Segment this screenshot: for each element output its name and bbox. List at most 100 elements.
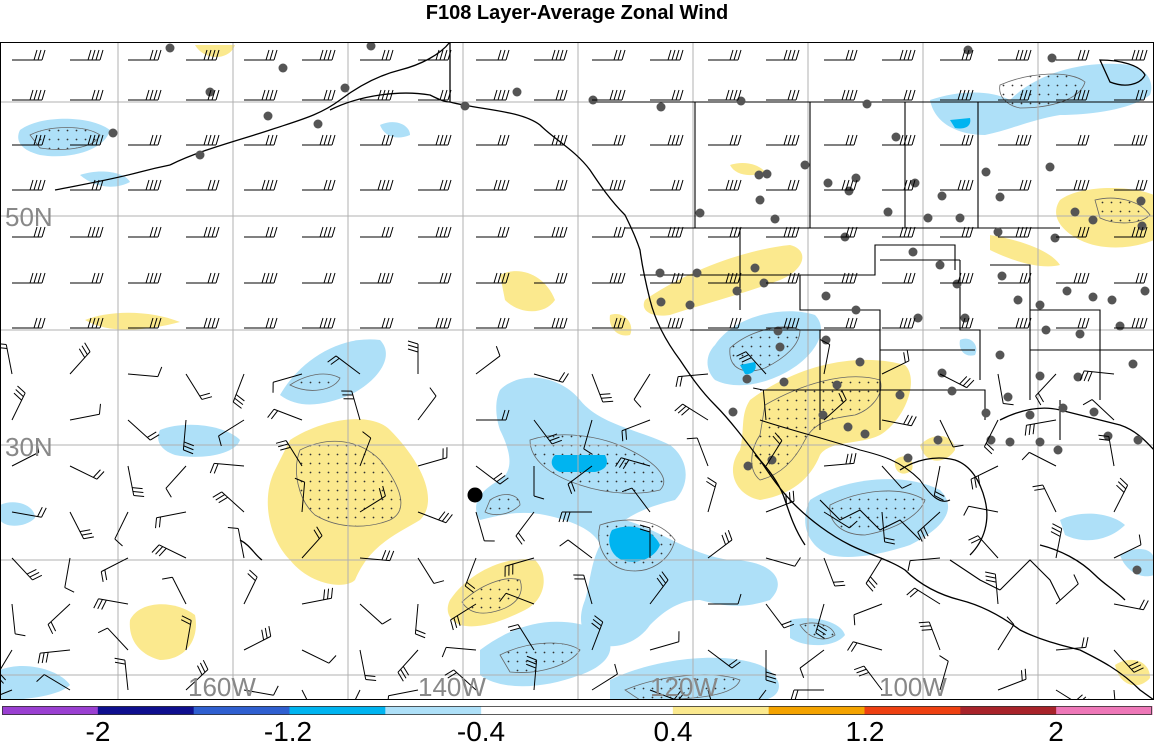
wind-barb	[1032, 484, 1057, 513]
wind-barb	[815, 603, 827, 639]
wind-barb	[906, 587, 941, 605]
wind-barb	[650, 49, 684, 61]
wind-barb	[37, 649, 71, 664]
wind-barb	[533, 372, 569, 383]
wind-barb	[998, 89, 1032, 101]
wind-barb	[1056, 49, 1090, 61]
wind-barb	[360, 49, 394, 61]
wind-barb	[907, 557, 941, 571]
wind-barb	[1079, 370, 1115, 382]
lon-label-120w: 120W	[650, 672, 718, 702]
colorbar-segment	[864, 706, 961, 715]
wind-barb	[418, 226, 452, 238]
wind-barb	[360, 179, 394, 191]
wind-barb	[1056, 89, 1090, 101]
lat-label-50n: 50N	[5, 202, 53, 232]
wind-barb	[418, 89, 452, 101]
wind-barb	[218, 419, 245, 447]
wind-barb	[209, 462, 245, 474]
wind-barb	[128, 89, 162, 101]
wind-barb	[558, 511, 592, 523]
wind-barb	[708, 179, 742, 191]
wind-barb	[939, 655, 949, 691]
wind-barb	[302, 49, 336, 61]
chart-title: F108 Layer-Average Zonal Wind	[425, 2, 729, 24]
wind-barb	[615, 457, 651, 469]
wind-barb	[11, 442, 40, 467]
colorbar-label-neg0-4: -0.4	[457, 716, 505, 743]
wind-barb	[359, 603, 392, 625]
wind-barb	[963, 505, 999, 516]
wind-barb	[69, 403, 101, 421]
wind-barb	[534, 49, 568, 61]
wind-barb	[674, 403, 709, 421]
lat-label-30n: 30N	[5, 432, 53, 462]
wind-barb	[244, 134, 278, 146]
wind-barb	[301, 689, 317, 700]
wind-barb	[1114, 317, 1148, 329]
wind-barb	[12, 272, 46, 284]
wind-barb	[1114, 226, 1148, 238]
wind-barb	[128, 317, 162, 329]
wind-barb	[533, 419, 563, 445]
wind-barb	[1035, 373, 1057, 406]
wind-barb	[736, 351, 767, 375]
wind-barb	[533, 466, 545, 500]
wind-barb	[475, 345, 501, 375]
wind-barb	[70, 317, 104, 329]
wind-barb	[534, 317, 568, 329]
wind-barb	[650, 272, 684, 284]
wind-barb	[387, 689, 419, 700]
wind-barb	[1113, 477, 1129, 513]
colorbar-frame	[2, 706, 1152, 715]
wind-barb	[1114, 134, 1148, 146]
wind-barb	[824, 317, 858, 329]
wind-barb	[853, 665, 883, 691]
wind-barb	[244, 179, 278, 191]
wind-barb	[70, 272, 104, 284]
colorbar-segment	[97, 706, 195, 715]
wind-barb	[359, 485, 386, 513]
wind-barb	[706, 477, 717, 513]
wind-barb	[823, 557, 846, 587]
wind-barb	[70, 226, 104, 238]
wind-barb	[1114, 49, 1148, 61]
wind-barb	[650, 89, 684, 101]
wind-barb	[824, 49, 858, 61]
wind-barb	[765, 557, 801, 567]
wind-barb	[790, 689, 824, 700]
wind-barb	[823, 511, 858, 529]
wind-barb	[940, 317, 974, 329]
wind-barb	[464, 557, 477, 593]
wind-barb	[881, 414, 917, 427]
wind-barb	[1113, 599, 1149, 611]
wind-barb	[515, 511, 535, 545]
wind-barb	[650, 317, 684, 329]
wind-barb	[882, 49, 916, 61]
wind-barb	[1056, 179, 1090, 191]
wind-barb	[359, 431, 372, 467]
colorbar-label-1-2: 1.2	[846, 716, 885, 743]
colorbar-segment	[577, 706, 674, 715]
wind-barb	[186, 134, 220, 146]
wind-barb	[686, 437, 709, 467]
wind-barb	[47, 603, 71, 635]
wind-barb	[476, 272, 510, 284]
wind-barb	[441, 646, 477, 658]
wind-barb	[882, 134, 916, 146]
wind-barb	[499, 592, 535, 605]
wind-barb	[824, 272, 858, 284]
wind-barb	[476, 226, 510, 238]
wind-barb	[127, 419, 160, 441]
wind-barb	[128, 134, 162, 146]
wind-barb	[708, 134, 742, 146]
wind-barb	[476, 89, 510, 101]
wind-barb	[302, 134, 336, 146]
wind-barb	[327, 355, 361, 375]
wind-barb	[882, 226, 916, 238]
wind-barb	[917, 511, 941, 542]
wind-barb	[526, 655, 538, 691]
wind-barb	[301, 587, 333, 605]
wind-barb	[765, 650, 777, 684]
wind-barb	[0, 689, 13, 700]
